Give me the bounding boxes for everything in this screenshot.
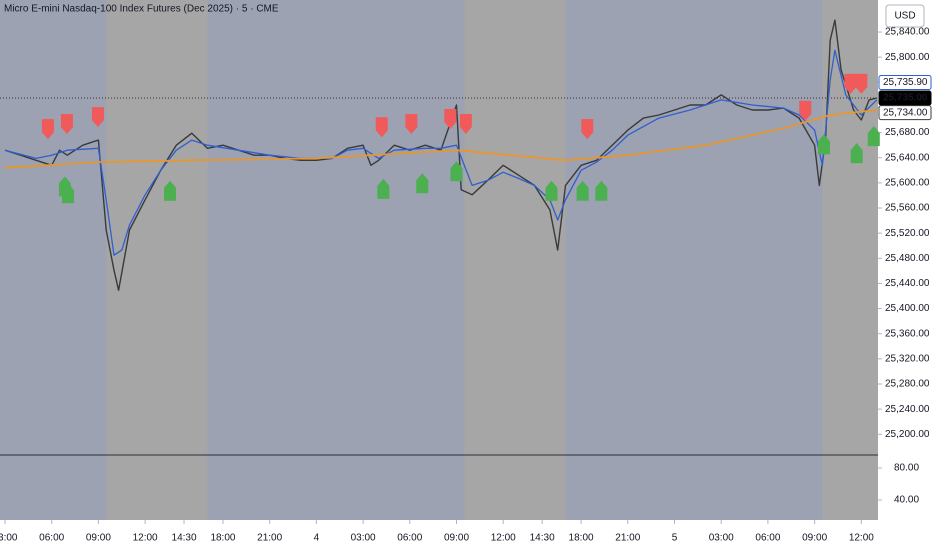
price-tag — [878, 90, 932, 106]
x-tick-label: 06:00 — [397, 533, 422, 544]
sell-signal — [855, 73, 868, 94]
buy-signal — [850, 143, 863, 164]
buy-signal — [867, 126, 880, 147]
buy-signal — [576, 180, 589, 201]
y-tick-label: 25,800.00 — [885, 52, 930, 63]
y-tick-label: 25,680.00 — [885, 127, 930, 138]
x-tick-label: 21:00 — [257, 533, 282, 544]
buy-signal — [377, 178, 390, 199]
buy-signal — [545, 180, 558, 201]
sell-signal — [581, 119, 594, 140]
x-tick-label: 03:00 — [351, 533, 376, 544]
y-tick-label: 25,840.00 — [885, 27, 930, 38]
price-tag-label: 25,734.00 — [883, 107, 928, 118]
x-tick-label: 09:00 — [86, 533, 111, 544]
y-tick-label: 25,440.00 — [885, 278, 930, 289]
x-tick-label: 06:00 — [755, 533, 780, 544]
sell-signal — [375, 117, 388, 138]
buy-signal — [62, 183, 75, 204]
x-tick-label: 21:00 — [615, 533, 640, 544]
session-shade — [106, 0, 208, 520]
sell-signal — [444, 109, 457, 130]
price-tag — [878, 74, 932, 90]
x-tick-label: 03:00 — [0, 533, 18, 544]
sell-signal — [41, 119, 54, 140]
chart-title: Micro E-mini Nasdaq-100 Index Futures (D… — [4, 4, 279, 15]
sell-signal — [844, 73, 857, 94]
y-tick-label: 40.00 — [894, 495, 919, 506]
y-tick-label: 25,520.00 — [885, 228, 930, 239]
buy-signal — [450, 161, 463, 182]
x-tick-label: 03:00 — [709, 533, 734, 544]
y-tick-label: 25,400.00 — [885, 303, 930, 314]
y-tick-label: 25,320.00 — [885, 353, 930, 364]
price-tag-label: 25,735.00 — [883, 93, 928, 104]
x-tick-label: 09:00 — [802, 533, 827, 544]
sell-signal — [405, 114, 418, 135]
y-tick-label: 25,560.00 — [885, 203, 930, 214]
y-tick-label: 25,360.00 — [885, 328, 930, 339]
x-tick-label: 14:30 — [172, 533, 197, 544]
y-tick-label: 25,200.00 — [885, 429, 930, 440]
price-line — [4, 19, 878, 291]
x-tick-label: 18:00 — [569, 533, 594, 544]
x-tick-label: 18:00 — [210, 533, 235, 544]
currency-button[interactable] — [885, 4, 925, 28]
sell-signal — [91, 107, 104, 128]
x-tick-label: 14:30 — [530, 533, 555, 544]
price-line — [4, 109, 877, 169]
y-tick-label: 25,480.00 — [885, 253, 930, 264]
price-tag — [878, 105, 932, 121]
x-tick-label: 12:00 — [491, 533, 516, 544]
y-tick-label: 80.00 — [894, 463, 919, 474]
bottom-axis — [0, 520, 932, 550]
x-tick-label: 09:00 — [444, 533, 469, 544]
sell-signal — [799, 100, 812, 121]
buy-signal — [164, 180, 177, 201]
x-tick-label: 4 — [314, 533, 320, 544]
x-tick-label: 06:00 — [39, 533, 64, 544]
y-tick-label: 25,640.00 — [885, 152, 930, 163]
session-shade — [464, 0, 566, 520]
buy-signal — [416, 173, 429, 194]
y-tick-label: 25,280.00 — [885, 379, 930, 390]
price-tag-label: 25,735.90 — [883, 77, 928, 88]
x-tick-label: 12:00 — [849, 533, 874, 544]
y-tick-label: 25,600.00 — [885, 178, 930, 189]
currency-button-label[interactable]: USD — [894, 11, 915, 22]
sell-signal — [60, 114, 73, 135]
sell-signal — [459, 114, 472, 135]
buy-signal — [817, 134, 830, 155]
x-tick-label: 12:00 — [133, 533, 158, 544]
x-tick-label: 5 — [672, 533, 678, 544]
y-tick-label: 25,240.00 — [885, 404, 930, 415]
price-line — [4, 49, 878, 256]
buy-signal — [595, 180, 608, 201]
